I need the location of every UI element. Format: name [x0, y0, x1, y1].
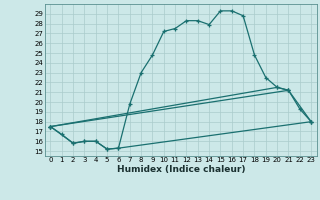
X-axis label: Humidex (Indice chaleur): Humidex (Indice chaleur) [116, 165, 245, 174]
